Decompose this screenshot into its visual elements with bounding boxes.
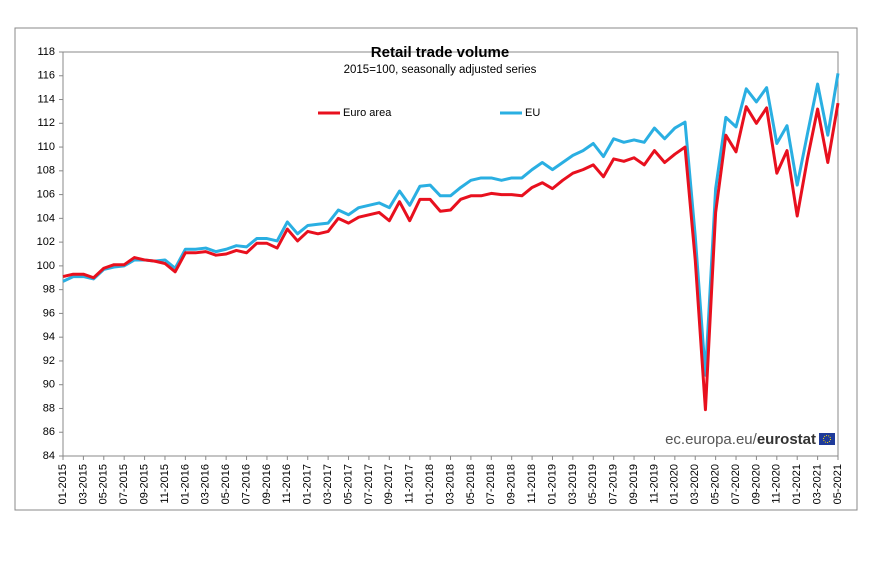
x-tick-label: 11-2015 (159, 464, 171, 504)
x-tick-label: 07-2016 (240, 464, 252, 504)
eu-flag (819, 433, 835, 445)
x-tick-label: 09-2020 (750, 464, 762, 504)
y-tick-label: 90 (43, 379, 55, 391)
x-tick-label: 07-2019 (608, 464, 620, 504)
x-tick-label: 05-2018 (465, 464, 477, 504)
x-tick-label: 01-2020 (669, 464, 681, 504)
y-tick-label: 84 (43, 450, 55, 462)
x-tick-label: 11-2018 (526, 464, 538, 504)
x-tick-label: 11-2020 (771, 464, 783, 504)
series-line (62, 102, 840, 412)
x-tick-label: 09-2015 (138, 464, 150, 504)
x-tick-label: 01-2016 (179, 464, 191, 504)
source: ec.europa.eu/eurostat (665, 431, 816, 448)
legend-label: EU (525, 107, 540, 119)
x-tick-label: 03-2020 (689, 464, 701, 504)
x-tick-label: 03-2016 (200, 464, 212, 504)
y-tick-label: 86 (43, 426, 55, 438)
y-tick-label: 112 (37, 117, 55, 129)
y-tick-label: 106 (37, 188, 55, 200)
x-tick-label: 11-2016 (281, 464, 293, 504)
y-tick-label: 108 (37, 165, 55, 177)
x-tick-label: 07-2015 (118, 464, 130, 504)
chart-frame (14, 27, 858, 511)
x-tick-label: 01-2019 (546, 464, 558, 504)
x-tick-label: 05-2021 (832, 464, 844, 504)
x-tick-label: 03-2015 (77, 464, 89, 504)
x-tick-label: 09-2016 (261, 464, 273, 504)
y-tick-label: 104 (37, 212, 55, 224)
x-tick-label: 05-2020 (710, 464, 722, 504)
x-tick-label: 03-2019 (567, 464, 579, 504)
source-prefix: ec.europa.eu/ (665, 431, 758, 448)
x-tick-label: 07-2017 (363, 464, 375, 504)
x-tick-label: 07-2018 (485, 464, 497, 504)
y-tick-label: 98 (43, 284, 55, 296)
chart-subtitle: 2015=100, seasonally adjusted series (344, 64, 537, 76)
x-tick-label: 09-2018 (506, 464, 518, 504)
y-tick-label: 114 (37, 93, 55, 105)
y-tick-label: 94 (43, 331, 55, 343)
y-tick-label: 100 (37, 260, 55, 272)
y-tick-label: 116 (37, 70, 55, 82)
x-tick-label: 01-2021 (791, 464, 803, 504)
y-tick-label: 88 (43, 402, 55, 414)
x-tick-label: 03-2017 (322, 464, 334, 504)
x-tick-label: 05-2016 (220, 464, 232, 504)
x-tick-label: 05-2017 (342, 464, 354, 504)
y-tick-label: 118 (37, 46, 55, 58)
x-tick-label: 01-2018 (424, 464, 436, 504)
x-tick-label: 05-2019 (587, 464, 599, 504)
x-tick-label: 09-2019 (628, 464, 640, 504)
eu-flag-stars (823, 435, 831, 443)
y-tick-label: 96 (43, 307, 55, 319)
y-tick-label: 110 (37, 141, 55, 153)
source-brand: eurostat (757, 431, 816, 448)
y-tick-label: 102 (37, 236, 55, 248)
plot-frame (62, 51, 839, 457)
x-tick-label: 01-2015 (57, 464, 69, 504)
x-tick-label: 03-2018 (444, 464, 456, 504)
x-tick-label: 09-2017 (383, 464, 395, 504)
x-tick-label: 07-2020 (730, 464, 742, 504)
legend-label: Euro area (343, 107, 392, 119)
x-tick-label: 03-2021 (812, 464, 824, 504)
x-tick-label: 11-2017 (404, 464, 416, 504)
x-tick-label: 11-2019 (648, 464, 660, 504)
series-line (62, 73, 840, 377)
y-tick-label: 92 (43, 355, 55, 367)
chart-title: Retail trade volume (371, 44, 509, 61)
x-tick-label: 05-2015 (98, 464, 110, 504)
x-tick-label: 01-2017 (302, 464, 314, 504)
